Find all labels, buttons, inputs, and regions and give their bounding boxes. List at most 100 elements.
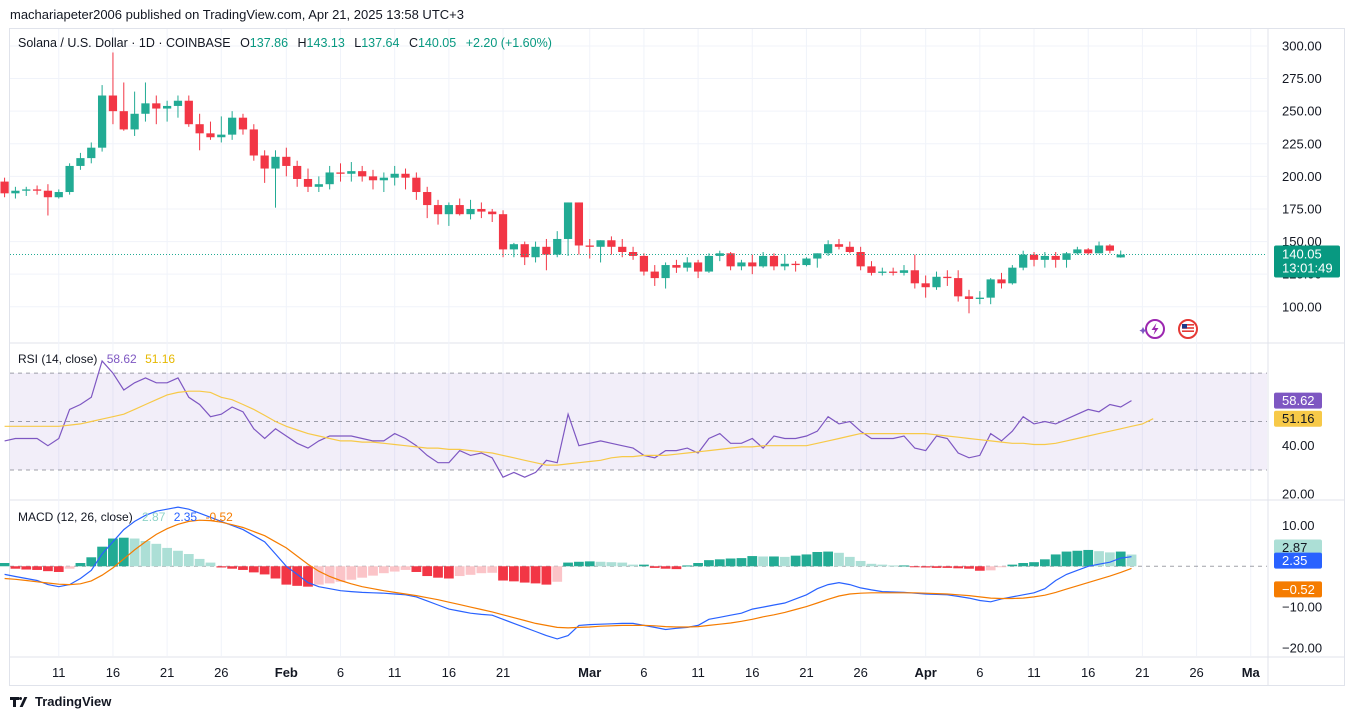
macd-hist-bar	[606, 562, 617, 567]
rsi-last-badge	[1274, 392, 1322, 409]
high-label: H	[298, 36, 307, 50]
candle-body	[748, 262, 757, 267]
candle-body	[1084, 249, 1093, 254]
candle-body	[845, 246, 854, 253]
candle-body	[1073, 249, 1082, 254]
macd-hist-bar	[140, 540, 151, 567]
rsi-line	[4, 359, 1132, 478]
macd-hist-bar	[129, 538, 140, 567]
candle-body	[607, 240, 616, 247]
candle-body	[1019, 254, 1028, 268]
time-tick-label: 21	[496, 665, 510, 680]
macd-hist-bar	[801, 554, 812, 567]
candle-body	[130, 113, 139, 130]
candle-body	[921, 283, 930, 288]
candle-body	[867, 266, 876, 273]
rsi-ma-last-badge	[1274, 410, 1322, 427]
macd-hist-bar	[487, 566, 498, 573]
signal-last-label: −0.52	[1282, 582, 1315, 597]
candle-body	[563, 202, 573, 239]
macd-hist-bar	[574, 561, 584, 567]
candle-body	[1008, 267, 1017, 284]
low-value: 137.64	[361, 36, 399, 50]
price-tick-label: 250.00	[1282, 104, 1322, 119]
candle-body	[964, 296, 974, 299]
macd-hist-bar	[1039, 559, 1050, 567]
macd-hist-bar	[108, 538, 118, 567]
candle-body	[163, 105, 172, 109]
macd-hist-bar	[270, 566, 281, 579]
macd-hist-bar	[931, 566, 942, 568]
candle-body	[791, 263, 800, 266]
macd-hist-bar	[21, 566, 32, 570]
candle-body	[715, 253, 724, 256]
macd-hist-bar	[216, 566, 227, 568]
candle-body	[433, 205, 443, 215]
last-price-badge	[1274, 245, 1340, 278]
macd-hist-bar	[205, 562, 216, 567]
macd-hist-bar	[0, 563, 10, 567]
candle-body	[986, 279, 995, 298]
hist-last-label: 2.87	[1282, 540, 1307, 555]
macd-hist-bar	[465, 566, 476, 575]
macd-hist-bar	[389, 566, 400, 572]
candle-body	[975, 297, 984, 299]
macd-hist-bar	[313, 566, 324, 585]
macd-hist-bar	[346, 566, 357, 580]
candle-body	[780, 263, 789, 267]
candle-body	[1094, 245, 1104, 254]
macd-hist-bar	[227, 566, 238, 569]
candle-body	[574, 202, 584, 246]
candle-body	[228, 117, 237, 135]
candle-body	[401, 173, 410, 178]
candle-body	[293, 165, 302, 179]
macd-hist-bar	[628, 564, 638, 567]
macd-hist-bar	[790, 555, 801, 567]
macd-hist-bar	[660, 566, 671, 569]
macd-last-badge	[1274, 552, 1322, 569]
macd-hist-bar	[1061, 551, 1072, 567]
candles	[0, 52, 1267, 314]
footer-brand: TradingView	[35, 694, 112, 709]
macd-hist-bar	[368, 566, 378, 576]
macd-hist-bar	[433, 566, 443, 578]
candle-body	[824, 244, 833, 254]
candle-body	[249, 129, 258, 156]
us-flag-icon[interactable]	[1178, 319, 1198, 339]
macd-hist-bar	[173, 550, 183, 567]
macd-hist-bar	[32, 566, 42, 570]
change-value: +2.20 (+1.60%)	[466, 36, 552, 50]
chart-frame	[9, 28, 1345, 686]
candle-body	[119, 111, 128, 130]
candle-body	[618, 246, 627, 253]
price-tick-label: 100.00	[1282, 299, 1322, 314]
symbol-title: Solana / U.S. Dollar · 1D · COINBASE	[18, 36, 231, 50]
candle-body	[455, 205, 464, 215]
macd-hist-bar	[400, 566, 411, 570]
rsi-ma-last-label: 51.16	[1282, 411, 1315, 426]
macd-hist-bar	[920, 566, 931, 568]
candle-body	[910, 270, 919, 284]
macd-hist-bar	[303, 566, 313, 587]
candle-body	[173, 100, 183, 106]
candle-body	[466, 208, 475, 215]
time-tick-label: 6	[640, 665, 647, 680]
lightning-icon[interactable]	[1139, 319, 1165, 339]
rsi-legend-value: 58.62	[107, 352, 137, 366]
candle-body	[650, 271, 659, 279]
rsi-ma-line	[4, 390, 1154, 466]
candle-body	[520, 244, 529, 258]
candle-body	[54, 192, 63, 198]
candle-body	[444, 205, 453, 215]
rsi-pane: 20.00 40.00 58.62 51.16	[4, 359, 1322, 502]
candle-body	[878, 271, 887, 273]
candle-body	[899, 270, 909, 273]
macd-hist-bar	[118, 537, 129, 567]
rsi-legend: RSI (14, close) 58.62 51.16	[18, 352, 175, 366]
macd-hist-bar	[953, 566, 964, 569]
publish-line: machariapeter2006 published on TradingVi…	[10, 7, 464, 22]
macd-hist-bar	[617, 562, 628, 567]
macd-hist-bar	[411, 566, 422, 572]
